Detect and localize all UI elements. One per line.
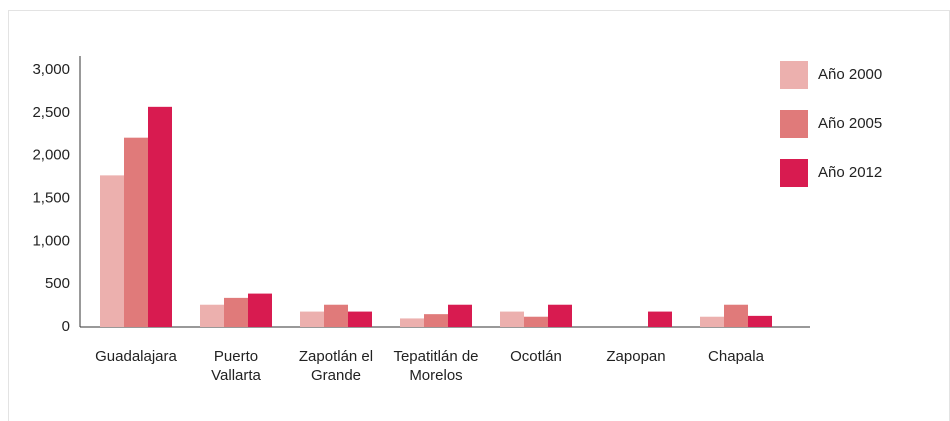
- bar: [648, 311, 672, 327]
- x-tick-label: Ocotlán: [510, 348, 562, 365]
- legend-label: Año 2005: [818, 115, 882, 132]
- legend-label: Año 2012: [818, 164, 882, 181]
- bar: [248, 293, 272, 327]
- bar: [124, 137, 148, 327]
- bar: [748, 315, 772, 327]
- bar: [300, 311, 324, 327]
- y-tick-label: 0: [62, 318, 70, 335]
- legend-label: Año 2000: [818, 66, 882, 83]
- x-tick-label: Puerto Vallarta: [211, 348, 261, 384]
- y-tick-label: 1,500: [32, 189, 70, 206]
- bar: [324, 304, 348, 327]
- y-tick-label: 2,500: [32, 104, 70, 121]
- y-tick-label: 3,000: [32, 61, 70, 78]
- bar: [148, 106, 172, 327]
- bar: [224, 297, 248, 327]
- x-tick-label: Zapopan: [606, 348, 666, 365]
- legend-swatch: [780, 110, 808, 138]
- x-tick-label: Chapala: [708, 348, 764, 365]
- bar: [548, 304, 572, 327]
- bar: [724, 304, 748, 327]
- x-tick-label: Tepatitlán de Morelos: [393, 348, 479, 384]
- y-tick-label: 1,000: [32, 232, 70, 249]
- bar: [524, 316, 548, 327]
- bar: [100, 175, 124, 327]
- bar: [448, 304, 472, 327]
- bar: [500, 311, 524, 327]
- bar: [424, 314, 448, 327]
- legend-swatch: [780, 159, 808, 187]
- legend-swatch: [780, 61, 808, 89]
- x-tick-label: Zapotlán el Grande: [298, 348, 374, 384]
- x-tick-label: Guadalajara: [95, 348, 177, 365]
- bar: [700, 316, 724, 327]
- bar: [200, 304, 224, 327]
- y-tick-label: 2,000: [32, 147, 70, 164]
- y-tick-label: 500: [45, 275, 70, 292]
- bar: [348, 311, 372, 327]
- bar: [400, 318, 424, 327]
